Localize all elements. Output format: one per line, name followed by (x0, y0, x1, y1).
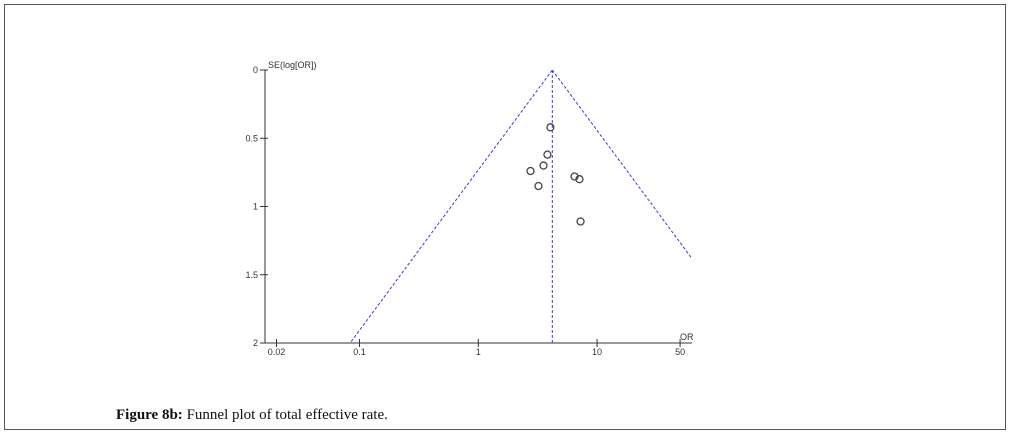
point (526, 166, 535, 176)
point (534, 181, 543, 191)
x-tick-label: 10 (592, 347, 602, 357)
point (539, 161, 548, 170)
y-tick-label: 0 (253, 65, 258, 75)
point (546, 123, 555, 132)
x-axis-label: OR (680, 332, 694, 342)
y-axis-label: SE(log[OR]) (268, 60, 317, 70)
point (576, 217, 585, 226)
y-tick-label: 1.5 (245, 270, 258, 280)
funnel-limit (349, 69, 553, 344)
caption: Figure 8b: Funnel plot of total effectiv… (116, 407, 388, 423)
x-tick-label: 0.1 (353, 347, 366, 357)
x-tick-label: 50 (675, 347, 685, 357)
y-tick-label: 0.5 (245, 133, 258, 143)
x-tick-label: 0.02 (268, 347, 286, 357)
funnel-limit (551, 69, 693, 259)
caption-label: Figure 8b: (116, 407, 183, 423)
caption-text: Funnel plot of total effective rate. (187, 407, 388, 423)
frame (4, 4, 1006, 430)
point (575, 175, 584, 184)
y-tick-label: 2 (253, 338, 258, 348)
x-tick-label: 1 (476, 347, 481, 357)
point (543, 150, 552, 159)
y-tick-label: 1 (253, 202, 258, 212)
